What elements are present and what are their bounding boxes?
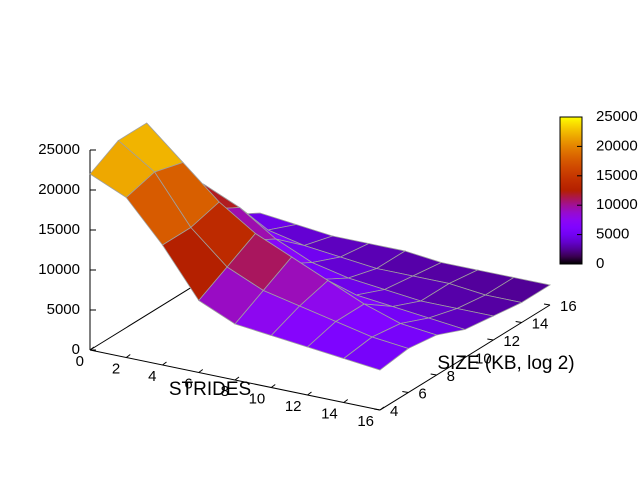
x-tick-label: 12 <box>285 398 302 415</box>
x-tick <box>343 399 349 403</box>
x-tick-label: 8 <box>221 383 229 400</box>
y-tick-label: 16 <box>560 298 577 315</box>
x-tick <box>162 361 167 366</box>
y-tick <box>543 303 551 306</box>
x-axis-title: STRIDES <box>169 379 251 400</box>
x-tick-label: 0 <box>76 353 84 370</box>
y-tick-label: 10 <box>475 350 492 367</box>
z-tick-label: 5000 <box>47 301 80 318</box>
y-tick-label: 12 <box>503 333 520 350</box>
x-tick-label: 16 <box>357 413 374 430</box>
x-tick <box>307 391 312 396</box>
x-tick <box>234 376 240 381</box>
y-tick-label: 4 <box>390 403 398 420</box>
colorbar-tick-label: 25000 <box>596 108 638 125</box>
x-tick-label: 14 <box>321 405 338 422</box>
surface-patch <box>342 336 410 371</box>
y-tick <box>515 321 522 323</box>
x-tick-label: 6 <box>184 375 192 392</box>
x-tick-label: 2 <box>112 360 120 377</box>
colorbar <box>559 116 583 265</box>
z-tick-label: 25000 <box>38 141 80 158</box>
x-tick <box>198 369 204 373</box>
y-tick <box>402 391 409 393</box>
y-tick <box>487 338 494 341</box>
colorbar-tick-label: 0 <box>596 255 604 272</box>
z-tick-label: 0 <box>72 341 80 358</box>
x-tick-label: 10 <box>249 390 266 407</box>
y-tick-label: 6 <box>418 385 426 402</box>
colorbar-tick-label: 15000 <box>596 167 638 184</box>
y-tick <box>373 408 381 411</box>
colorbar-tick-label: 5000 <box>596 226 629 243</box>
z-tick-label: 15000 <box>38 221 80 238</box>
x-tick <box>270 384 276 388</box>
z-tick-label: 20000 <box>38 181 80 198</box>
x-tick <box>125 354 131 358</box>
y-tick-label: 14 <box>532 315 549 332</box>
z-tick-label: 10000 <box>38 261 80 278</box>
y-tick <box>430 373 437 376</box>
colorbar-tick-label: 10000 <box>596 196 638 213</box>
x-tick <box>379 406 385 411</box>
x-tick <box>89 346 95 351</box>
y-tick-label: 8 <box>447 368 455 385</box>
x-tick-label: 4 <box>148 368 156 385</box>
colorbar-tick-label: 20000 <box>596 137 638 154</box>
y-axis-title: SIZE (KB, log 2) <box>437 353 574 374</box>
y-tick <box>458 356 466 358</box>
